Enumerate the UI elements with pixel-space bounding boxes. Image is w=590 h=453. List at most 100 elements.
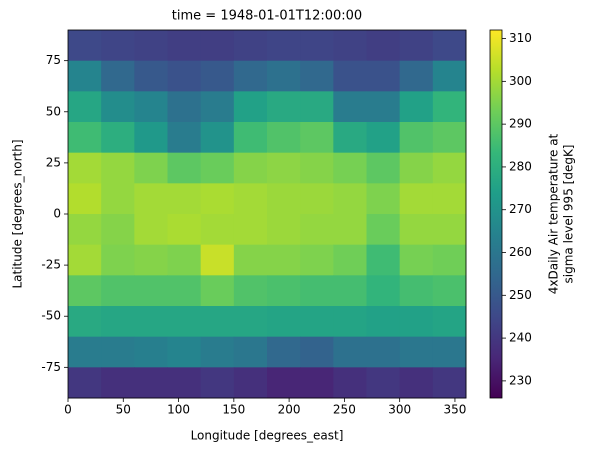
- x-tick-label: 0: [64, 403, 72, 417]
- heatmap-cell: [432, 306, 467, 338]
- heatmap-cell: [432, 60, 467, 92]
- heatmap-cell: [233, 122, 268, 154]
- heatmap-cell: [68, 122, 102, 154]
- heatmap-cell: [333, 30, 367, 62]
- heatmap-cell: [267, 30, 301, 62]
- x-tick-label: 200: [278, 403, 301, 417]
- heatmap-cell: [432, 244, 467, 276]
- heatmap-cell: [399, 91, 434, 123]
- heatmap-cell: [167, 306, 202, 338]
- heatmap-cell: [134, 30, 168, 62]
- heatmap-cell: [167, 214, 202, 246]
- heatmap-cell: [366, 30, 401, 62]
- chart-title: time = 1948-01-01T12:00:00: [172, 9, 362, 24]
- heatmap-cell: [432, 152, 467, 184]
- heatmap-cell: [399, 244, 434, 276]
- heatmap-cell: [300, 30, 334, 62]
- heatmap-cell: [399, 152, 434, 184]
- heatmap-cell: [134, 336, 168, 368]
- heatmap-cell: [200, 91, 235, 123]
- heatmap-cell: [101, 60, 135, 92]
- heatmap-cell: [366, 152, 401, 184]
- heatmap-cell: [399, 30, 434, 62]
- heatmap-cell: [333, 91, 367, 123]
- heatmap-cell: [366, 91, 401, 123]
- heatmap-cell: [432, 275, 467, 307]
- heatmap-cell: [267, 244, 301, 276]
- x-tick-label: 300: [388, 403, 411, 417]
- heatmap-cell: [399, 336, 434, 368]
- heatmap-cell: [399, 122, 434, 154]
- heatmap-cell: [200, 30, 235, 62]
- heatmap-cell: [267, 336, 301, 368]
- heatmap-cell: [134, 91, 168, 123]
- heatmap-cell: [200, 122, 235, 154]
- heatmap-cell: [267, 183, 301, 215]
- heatmap-cell: [333, 214, 367, 246]
- heatmap-cell: [101, 367, 135, 399]
- heatmap-cell: [101, 214, 135, 246]
- heatmap-cell: [101, 30, 135, 62]
- heatmap-cell: [200, 336, 235, 368]
- heatmap-cell: [233, 275, 268, 307]
- heatmap-cell: [101, 306, 135, 338]
- heatmap-cell: [233, 367, 268, 399]
- heatmap-cell: [101, 122, 135, 154]
- heatmap-cell: [333, 336, 367, 368]
- heatmap-cell: [432, 122, 467, 154]
- heatmap-cell: [300, 367, 334, 399]
- heatmap-cell: [432, 91, 467, 123]
- heatmap-cell: [399, 306, 434, 338]
- y-tick-label: -75: [41, 360, 61, 374]
- heatmap-cell: [101, 244, 135, 276]
- heatmap-cell: [167, 91, 202, 123]
- colorbar-tick-label: 300: [509, 74, 532, 88]
- heatmap-cell: [68, 214, 102, 246]
- heatmap-cell: [366, 367, 401, 399]
- heatmap-cell: [134, 60, 168, 92]
- heatmap-cell: [167, 30, 202, 62]
- y-tick-label: 50: [46, 104, 61, 118]
- colorbar-tick-label: 260: [509, 245, 532, 259]
- heatmap-cell: [267, 275, 301, 307]
- heatmap-cell: [366, 244, 401, 276]
- x-axis-label: Longitude [degrees_east]: [191, 429, 344, 443]
- heatmap-cell: [333, 183, 367, 215]
- heatmap-cell: [366, 214, 401, 246]
- heatmap-cell: [68, 183, 102, 215]
- heatmap-cell: [200, 214, 235, 246]
- heatmap-cell: [101, 152, 135, 184]
- heatmap-cell: [68, 336, 102, 368]
- y-tick-label: -25: [41, 258, 61, 272]
- heatmap-cell: [267, 91, 301, 123]
- heatmap-cell: [233, 60, 268, 92]
- heatmap-cell: [101, 91, 135, 123]
- heatmap-cell: [333, 244, 367, 276]
- heatmap-cell: [134, 306, 168, 338]
- heatmap-cell: [167, 275, 202, 307]
- heatmap-cell: [134, 152, 168, 184]
- colorbar-tick-label: 230: [509, 373, 532, 387]
- heatmap-cell: [300, 152, 334, 184]
- heatmap-cell: [333, 275, 367, 307]
- colorbar-tick-label: 250: [509, 288, 532, 302]
- heatmap-cell: [200, 183, 235, 215]
- heatmap-cell: [68, 244, 102, 276]
- heatmap-cell: [333, 122, 367, 154]
- heatmap-cell: [300, 183, 334, 215]
- heatmap-cell: [366, 275, 401, 307]
- heatmap-cell: [167, 244, 202, 276]
- heatmap-cell: [167, 122, 202, 154]
- heatmap-cell: [432, 367, 467, 399]
- heatmap-cell: [432, 214, 467, 246]
- y-tick-label: 0: [53, 207, 61, 221]
- x-tick-label: 150: [222, 403, 245, 417]
- heatmap-cell: [399, 60, 434, 92]
- heatmap-cell: [300, 336, 334, 368]
- heatmap-cell: [200, 244, 235, 276]
- heatmap-cell: [233, 152, 268, 184]
- heatmap-cell: [167, 60, 202, 92]
- heatmap-cell: [366, 122, 401, 154]
- heatmap-cell: [101, 336, 135, 368]
- heatmap-cell: [267, 306, 301, 338]
